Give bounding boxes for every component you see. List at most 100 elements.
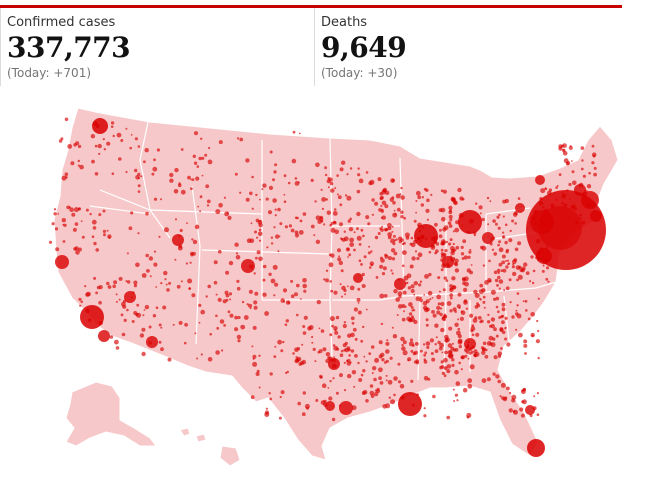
case-bubble [239, 191, 242, 194]
case-bubble [498, 247, 504, 253]
case-bubble [296, 313, 299, 317]
case-bubble [516, 313, 522, 319]
case-bubble [53, 212, 57, 216]
case-bubble [442, 288, 446, 292]
case-bubble [126, 280, 131, 284]
case-bubble [357, 361, 360, 365]
case-bubble [262, 264, 267, 269]
case-bubble [384, 204, 389, 209]
case-bubble [272, 178, 275, 182]
case-bubble [396, 314, 399, 316]
case-bubble [380, 209, 384, 213]
case-bubble [290, 279, 294, 283]
case-bubble [252, 325, 257, 330]
case-bubble [190, 251, 194, 256]
lower-48-landmass [53, 107, 619, 461]
case-bubble [469, 270, 473, 275]
case-bubble [452, 342, 454, 345]
case-bubble [218, 203, 223, 208]
case-bubble [274, 282, 279, 287]
case-bubble [328, 396, 333, 401]
case-bubble [450, 296, 453, 300]
case-bubble [223, 324, 227, 327]
case-bubble [130, 211, 134, 215]
case-bubble [487, 313, 490, 317]
case-bubble [272, 198, 277, 203]
case-bubble [225, 293, 230, 298]
case-bubble [362, 325, 365, 329]
case-bubble [545, 266, 550, 270]
case-bubble [249, 238, 255, 243]
case-bubble [582, 174, 587, 178]
case-bubble [449, 293, 454, 297]
case-bubble [146, 269, 150, 273]
case-bubble [572, 180, 577, 186]
case-bubble [457, 318, 460, 321]
case-bubble [255, 256, 258, 260]
case-bubble [458, 361, 462, 365]
case-bubble [417, 252, 423, 258]
case-bubble [479, 212, 482, 215]
case-bubble [160, 347, 164, 352]
case-bubble [280, 298, 286, 303]
case-bubble [503, 289, 506, 292]
case-bubble [467, 383, 473, 389]
case-bubble [333, 345, 339, 351]
case-bubble [339, 353, 344, 358]
case-bubble [153, 197, 158, 201]
case-bubble [356, 227, 359, 231]
case-bubble [367, 251, 371, 255]
case-bubble [268, 392, 271, 395]
case-bubble [294, 230, 299, 235]
case-bubble [251, 345, 254, 348]
case-bubble [142, 314, 145, 317]
case-bubble [402, 250, 407, 256]
case-bubble [371, 198, 375, 202]
case-bubble [457, 327, 461, 331]
case-bubble [235, 254, 241, 260]
case-bubble [410, 349, 414, 353]
case-bubble [497, 243, 500, 247]
case-bubble [492, 219, 496, 223]
case-bubble [94, 144, 98, 148]
case-bubble [115, 293, 118, 296]
case-bubble [438, 208, 443, 213]
case-bubble [315, 215, 321, 221]
case-bubble [158, 340, 162, 344]
case-bubble [500, 382, 506, 388]
case-bubble [353, 385, 356, 388]
case-bubble [358, 178, 364, 184]
case-bubble [75, 250, 80, 255]
case-bubble [497, 310, 500, 314]
us-land [53, 107, 619, 467]
case-bubble [237, 339, 241, 343]
case-bubble [467, 378, 473, 383]
case-bubble [294, 292, 298, 297]
case-bubble [294, 177, 298, 180]
case-bubble [308, 325, 314, 330]
case-bubble [502, 199, 507, 204]
case-bubble [249, 191, 253, 196]
case-bubble [256, 250, 261, 255]
case-bubble [377, 232, 381, 235]
case-bubble [580, 146, 585, 150]
case-bubble [448, 326, 453, 331]
case-bubble [493, 355, 498, 360]
case-bubble [427, 290, 433, 296]
case-bubble [169, 178, 174, 183]
case-bubble [140, 175, 143, 178]
case-bubble [508, 238, 513, 243]
case-bubble [327, 356, 331, 360]
case-bubble [409, 338, 414, 342]
case-bubble [362, 369, 366, 373]
case-bubble [410, 379, 414, 383]
case-bubble [342, 343, 347, 348]
case-bubble [389, 197, 394, 202]
case-bubble [591, 161, 595, 165]
case-bubble [353, 231, 356, 234]
case-bubble [139, 333, 145, 338]
case-bubble [380, 204, 383, 208]
case-bubble [462, 281, 466, 286]
case-bubble [114, 339, 119, 345]
case-bubble [440, 268, 444, 272]
